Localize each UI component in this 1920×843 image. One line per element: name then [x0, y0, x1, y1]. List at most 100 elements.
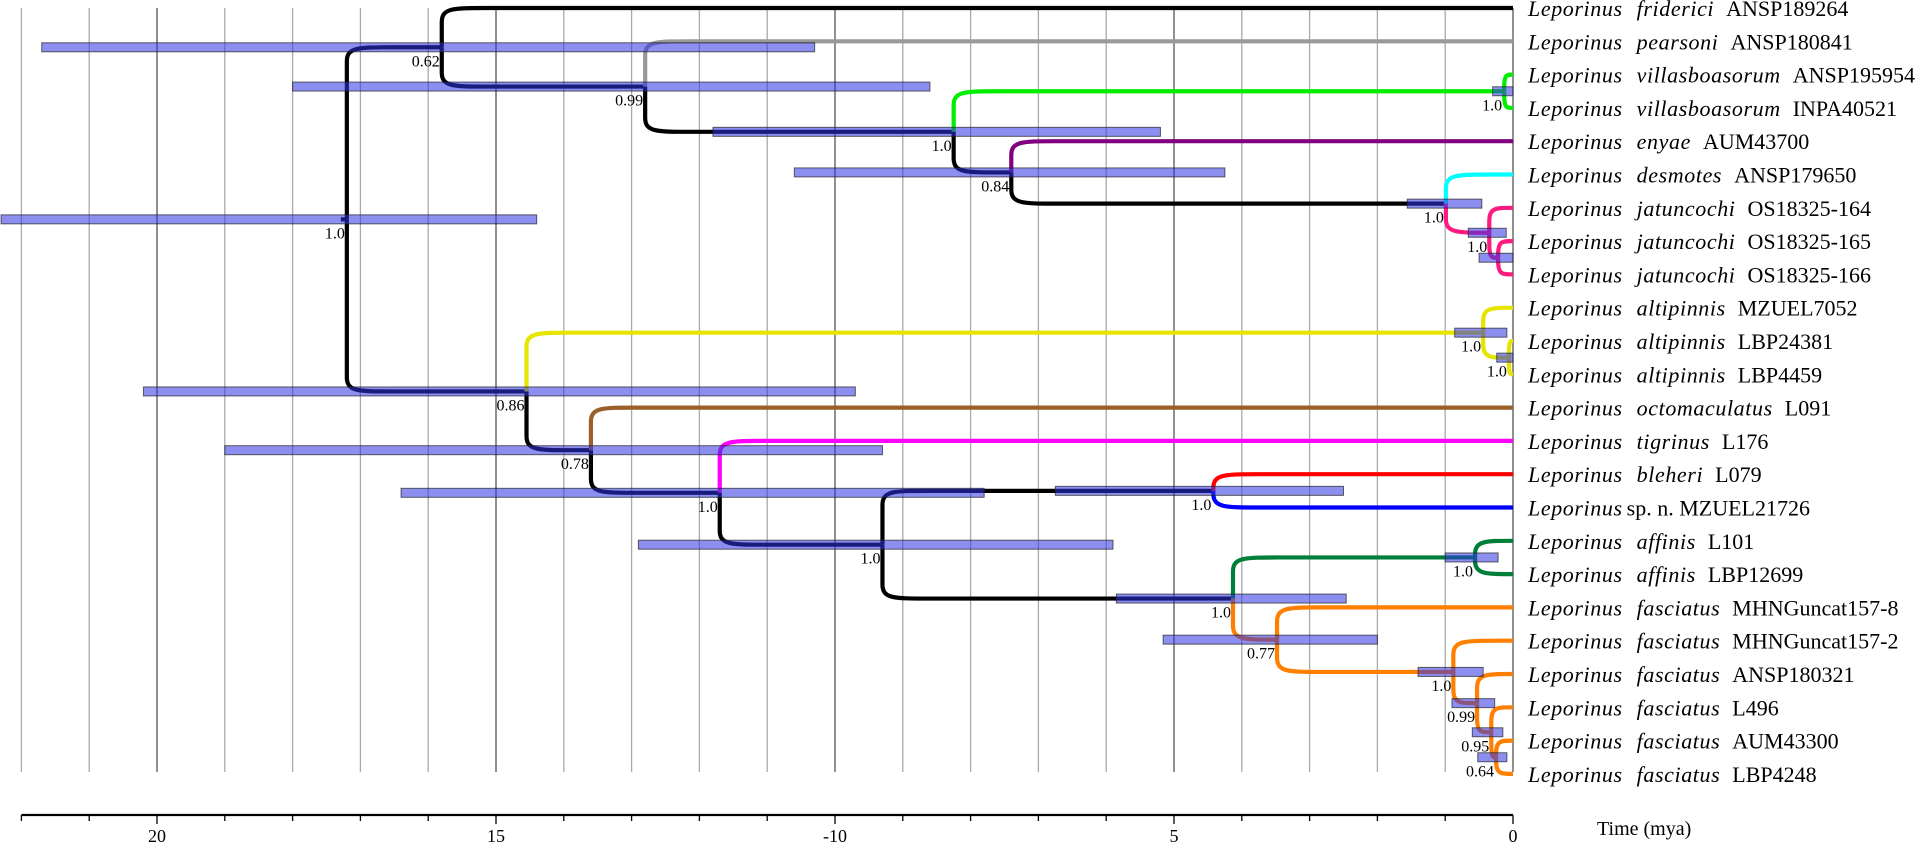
- taxon-label: Leporinus jatuncochi OS18325-164: [1527, 196, 1871, 221]
- internal-branch: [880, 488, 1214, 545]
- taxon-label: Leporinus fasciatus LBP4248: [1527, 762, 1817, 787]
- taxon-label: Leporinus fasciatus AUM43300: [1527, 729, 1839, 754]
- voucher: OS18325-166: [1748, 262, 1871, 287]
- posterior-label: 1.0: [1431, 678, 1451, 695]
- internal-branch: [439, 47, 646, 89]
- voucher: MHNGuncat157-8: [1732, 595, 1898, 620]
- hpd-bar: [1054, 485, 1344, 496]
- internal-branch: [1009, 172, 1446, 206]
- hpd-bar: [1477, 752, 1508, 763]
- genus: Leporinus: [1527, 96, 1623, 121]
- voucher: LBP4248: [1732, 762, 1816, 787]
- posterior-label: 1.0: [1482, 97, 1502, 114]
- tip-branch: [1489, 705, 1514, 733]
- taxon-label: Leporinus bleheri L079: [1527, 462, 1762, 487]
- epithet: jatuncochi: [1634, 229, 1736, 254]
- voucher: L101: [1708, 529, 1754, 554]
- tip-branch: [1009, 139, 1513, 173]
- genus: Leporinus: [1527, 695, 1623, 720]
- internal-branch: [524, 391, 591, 453]
- internal-branch: [717, 492, 883, 547]
- hpd-bar: [1162, 634, 1378, 645]
- posterior-label: 1.0: [1467, 239, 1487, 256]
- voucher: ANSP189264: [1726, 0, 1848, 21]
- internal-branch: [588, 450, 720, 495]
- epithet: villasboasorum: [1637, 63, 1781, 88]
- taxon-label: Leporinus fasciatus MHNGuncat157-2: [1527, 629, 1898, 654]
- epithet: enyae: [1637, 129, 1691, 154]
- voucher: L176: [1722, 429, 1768, 454]
- voucher: MHNGuncat157-2: [1732, 629, 1898, 654]
- hpd-bar: [1492, 86, 1514, 97]
- posterior-label: 0.78: [561, 456, 589, 473]
- genus: Leporinus: [1527, 595, 1623, 620]
- taxon-label: Leporinus enyae AUM43700: [1527, 129, 1809, 154]
- hpd-bar: [1444, 552, 1499, 563]
- axis-title: Time (mya): [1597, 818, 1691, 840]
- epithet: friderici: [1637, 0, 1715, 21]
- genus: Leporinus: [1527, 662, 1623, 687]
- epithet: altipinnis: [1637, 362, 1726, 387]
- internal-branch: [524, 330, 1484, 392]
- voucher: ANSP195954: [1793, 63, 1915, 88]
- internal-branch: [643, 86, 954, 134]
- genus: Leporinus: [1527, 462, 1623, 487]
- epithet: villasboasorum: [1637, 96, 1781, 121]
- epithet: affinis: [1637, 529, 1696, 554]
- tip-branch: [1451, 638, 1513, 672]
- tip-branch: [1274, 605, 1513, 640]
- taxon-label: Leporinus pearsoni ANSP180841: [1527, 29, 1853, 54]
- hpd-bar: [41, 42, 816, 53]
- tip-branch: [1487, 205, 1514, 233]
- genus: Leporinus: [1527, 29, 1623, 54]
- genus: Leporinus: [1527, 629, 1623, 654]
- voucher: L091: [1785, 396, 1831, 421]
- taxon-label: Leporinus villasboasorum ANSP195954: [1527, 63, 1915, 88]
- hpd-bars: [0, 42, 1514, 763]
- taxon-label: Leporinus sp. n. MZUEL21726: [1527, 496, 1810, 521]
- internal-branch: [344, 45, 442, 220]
- internal-branch: [344, 219, 527, 394]
- tip-branch: [1443, 172, 1513, 204]
- genus: Leporinus: [1527, 229, 1623, 254]
- genus: Leporinus: [1527, 429, 1623, 454]
- posterior-label: 1.0: [1211, 605, 1231, 622]
- hpd-bar: [142, 386, 856, 397]
- posterior-label: 1.0: [325, 225, 345, 242]
- tip-branch: [588, 405, 1513, 451]
- posterior-label: 1.0: [932, 138, 952, 155]
- taxon-label: Leporinus altipinnis MZUEL7052: [1527, 296, 1858, 321]
- epithet: affinis: [1637, 562, 1696, 587]
- genus: Leporinus: [1527, 496, 1623, 521]
- epithet: fasciatus: [1637, 662, 1721, 687]
- tick-label: 20: [148, 826, 166, 843]
- taxon-label: Leporinus jatuncochi OS18325-166: [1527, 262, 1871, 287]
- voucher: LBP12699: [1708, 562, 1803, 587]
- taxon-label: Leporinus friderici ANSP189264: [1527, 0, 1848, 21]
- hpd-bar: [1496, 352, 1514, 363]
- posterior-label: 1.0: [1453, 563, 1473, 580]
- tick-label: 15: [487, 826, 505, 843]
- posterior-label: 0.84: [981, 178, 1009, 195]
- hpd-bar: [0, 214, 538, 225]
- genus: Leporinus: [1527, 529, 1623, 554]
- voucher: sp. n. MZUEL21726: [1627, 496, 1810, 521]
- genus: Leporinus: [1527, 196, 1623, 221]
- voucher: OS18325-164: [1748, 196, 1871, 221]
- hpd-bar: [793, 167, 1226, 178]
- genus: Leporinus: [1527, 762, 1623, 787]
- posterior-label: 0.64: [1466, 763, 1494, 780]
- genus: Leporinus: [1527, 362, 1623, 387]
- tick-label: 5: [1170, 826, 1179, 843]
- posterior-labels: 1.0 1.0 1.0 0.84 1.0 0.99 0.62 1.0 1.0 1.0 1.0 0.64…: [325, 53, 1507, 780]
- taxon-label: Leporinus tigrinus L176: [1527, 429, 1768, 454]
- tick-label: -10: [823, 826, 847, 843]
- voucher: AUM43300: [1732, 729, 1838, 754]
- taxon-label: Leporinus fasciatus ANSP180321: [1527, 662, 1855, 687]
- internal-branch: [880, 544, 1233, 601]
- taxon-label: Leporinus desmotes ANSP179650: [1527, 163, 1856, 188]
- posterior-label: 0.99: [1447, 709, 1475, 726]
- hpd-bar: [1471, 727, 1504, 738]
- internal-branch: [951, 131, 1012, 175]
- hpd-bar: [1417, 666, 1484, 677]
